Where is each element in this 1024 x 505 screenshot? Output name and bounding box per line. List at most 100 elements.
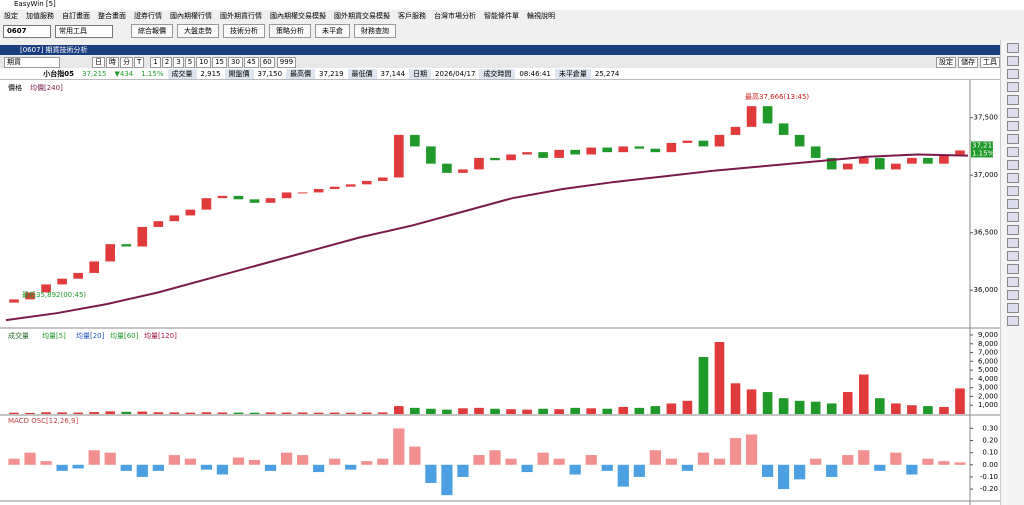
candle [586,147,597,155]
quote-info: 小台指05 37,215 ▼434 1.15% 成交量 2,915 開盤價 37,150 最高價… [0,68,1000,80]
menu-item[interactable]: 設定 [4,12,18,20]
candle [121,244,132,247]
macd-bar [505,458,517,465]
macd-bar [938,461,950,465]
minute-button[interactable]: 3 [173,56,184,68]
panel-button[interactable]: 設定 [936,56,956,68]
candle [169,215,180,222]
side-icon[interactable] [1007,212,1019,222]
info-low: 37,144 [380,69,406,78]
market-select[interactable]: 期貨 [4,56,60,68]
y-tick-label: 1,000 [978,401,998,409]
menu-item[interactable]: 國外期貨行情 [220,12,262,20]
tool-button[interactable]: 技術分析 [223,24,265,38]
side-icon[interactable] [1007,186,1019,196]
candle [217,195,228,199]
macd-bar [617,464,629,487]
candle [666,142,677,153]
side-icon[interactable] [1007,264,1019,274]
menu-item[interactable]: 國內期權交易模擬 [270,12,326,20]
menu-item[interactable]: 客戶服務 [398,12,426,20]
side-icon[interactable] [1007,251,1019,261]
side-icon[interactable] [1007,290,1019,300]
info-date_label: 日期 [409,68,432,79]
candle [345,184,356,187]
tool-button[interactable]: 綜合報價 [131,24,173,38]
macd-bar [665,458,677,465]
minute-button[interactable]: 1 [150,56,161,68]
panel-button[interactable]: 儲存 [958,56,978,68]
side-icon[interactable] [1007,225,1019,235]
side-icon[interactable] [1007,95,1019,105]
volume-bar [297,412,308,414]
side-icon[interactable] [1007,238,1019,248]
period-button[interactable]: 日 [92,56,105,68]
volume-bar [794,400,805,414]
side-icon[interactable] [1007,43,1019,53]
side-icon[interactable] [1007,121,1019,131]
side-icon[interactable] [1007,303,1019,313]
menu-item[interactable]: 輪視說明 [527,12,555,20]
volume-bar [618,406,629,414]
side-icon[interactable] [1007,108,1019,118]
info-symbol: 小台指05 [43,69,74,78]
count-box[interactable]: 999 [276,56,297,68]
minute-button[interactable]: 15 [212,56,227,68]
side-icon[interactable] [1007,173,1019,183]
period-button[interactable]: 分 [120,56,133,68]
minute-button[interactable]: 30 [228,56,243,68]
menu-item[interactable]: 自訂畫面 [62,12,90,20]
minute-button[interactable]: 2 [161,56,173,68]
minute-button[interactable]: 45 [243,56,259,68]
candle [923,157,933,164]
y-tick-label: 0.20 [982,437,998,445]
code-box[interactable]: 0607 [3,24,51,38]
macd-bar [232,457,245,465]
macd-bar [633,464,645,477]
candle [506,154,516,161]
menu-item[interactable]: 整合畫面 [98,12,126,20]
tool-button[interactable]: 大盤走勢 [177,24,219,38]
tool-button[interactable]: 財務查詢 [354,24,396,38]
y-tick-label: 0.10 [982,449,998,457]
menu-item[interactable]: 加值服務 [26,12,54,20]
volume-bar [538,408,548,414]
side-icon[interactable] [1007,316,1019,326]
volume-bar [361,412,372,414]
minute-button[interactable]: 60 [259,56,275,68]
volume-bar [923,406,933,414]
side-icon[interactable] [1007,199,1019,209]
minute-button[interactable]: 5 [184,56,196,68]
info-oi_label: 未平倉量 [554,68,591,79]
side-icon[interactable] [1007,147,1019,157]
side-icon[interactable] [1007,277,1019,287]
info-high: 37,219 [319,69,344,78]
candle [41,284,51,293]
y-tick-label: 37,500 [974,114,999,122]
side-icon[interactable] [1007,69,1019,79]
period-button[interactable]: T [134,56,145,68]
side-icon[interactable] [1007,134,1019,144]
panel-button[interactable]: 工具 [980,56,1000,68]
macd-bar [649,450,661,465]
menu-item[interactable]: 國內期權行情 [170,12,212,20]
side-icon[interactable] [1007,160,1019,170]
menu-item[interactable]: 智能條件單 [484,12,519,20]
plot-bg [0,80,1000,505]
volume-bar [746,389,757,414]
menu-item[interactable]: 證券行情 [134,12,162,20]
macd-bar [601,464,613,471]
period-button[interactable]: 時 [106,56,119,68]
tool-button[interactable]: 策略分析 [269,24,311,38]
menu-item[interactable]: 台灣市場分析 [434,12,476,20]
last-price-box [971,141,993,158]
side-icon[interactable] [1007,56,1019,66]
volume-bar [554,409,564,414]
tool-button[interactable]: 未平倉 [315,24,350,38]
macd-bar [810,458,822,465]
menu-item[interactable]: 國外期貨交易模擬 [334,12,390,20]
side-icon[interactable] [1007,82,1019,92]
tool-select[interactable]: 常用工具 [55,24,113,38]
minute-button[interactable]: 10 [196,56,212,68]
